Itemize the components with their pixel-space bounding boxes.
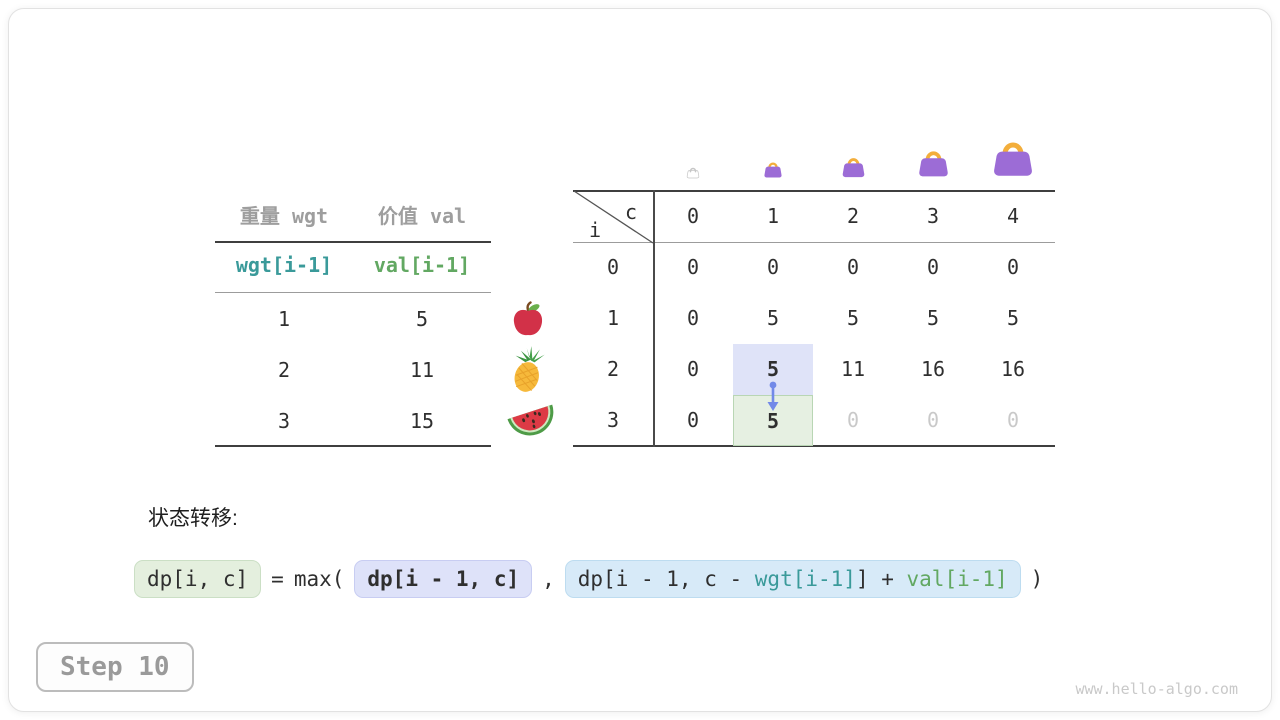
items-table: 重量 wgt 价值 val wgt[i-1] val[i-1] 1 5 2 11 3 15	[215, 196, 491, 448]
state-transition-label: 状态转移:	[148, 507, 238, 530]
dp-cell: 11	[840, 357, 866, 381]
dp-cell: 0	[686, 255, 700, 279]
divider	[215, 241, 491, 243]
col-var-label: c	[625, 200, 638, 224]
dp-col-header: 3	[926, 204, 940, 228]
divider	[215, 445, 491, 447]
wgt-code-label: wgt[i-1]	[235, 253, 333, 277]
item-value-cell: 15	[409, 409, 435, 433]
item-weight-cell: 2	[277, 358, 291, 382]
value-column-header: 价值 val	[377, 204, 467, 228]
bag-icon-1	[763, 160, 783, 179]
formula-segment: val[i-1]	[906, 567, 1008, 591]
formula-lhs: dp[i, c]	[134, 560, 262, 598]
divider	[215, 292, 491, 293]
dp-cell: 0	[766, 255, 780, 279]
apple-icon	[511, 301, 545, 337]
bag-icon-2	[841, 155, 866, 179]
dp-cell: 0	[1006, 255, 1020, 279]
step-badge: Step 10	[36, 642, 194, 692]
dp-cell: 5	[926, 306, 940, 330]
items-table-row: 2 11	[215, 345, 491, 396]
dp-cell: 5	[766, 306, 780, 330]
item-weight-cell: 3	[277, 409, 291, 433]
items-table-header: 重量 wgt 价值 val	[215, 196, 491, 241]
dp-cell: 16	[1000, 357, 1026, 381]
dp-col-header: 0	[686, 204, 700, 228]
corner-diagonal	[573, 190, 654, 244]
pineapple-icon	[505, 346, 549, 395]
val-code-label: val[i-1]	[373, 253, 471, 277]
dp-cell: 0	[686, 408, 700, 432]
dp-cell: 0	[846, 255, 860, 279]
dp-cell: 0	[846, 408, 860, 432]
item-weight-cell: 1	[277, 307, 291, 331]
formula-max-open: max(	[293, 567, 345, 591]
items-table-code-header: wgt[i-1] val[i-1]	[215, 243, 491, 291]
dp-col-header: 2	[846, 204, 860, 228]
divider	[573, 242, 1055, 243]
state-transition-formula: dp[i, c] = max( dp[i - 1, c] , dp[i - 1,…	[134, 560, 1043, 598]
dp-cell: 0	[926, 408, 940, 432]
divider	[653, 190, 655, 447]
dp-col-header: 1	[766, 204, 780, 228]
dp-cell: 0	[926, 255, 940, 279]
dp-cell: 0	[686, 357, 700, 381]
formula-comma: ,	[542, 567, 555, 591]
items-table-row: 3 15	[215, 396, 491, 447]
divider	[573, 445, 1055, 447]
formula-segment: dp[i - 1, c -	[577, 567, 755, 591]
formula-segment: ] +	[855, 567, 907, 591]
dp-row-header: 0	[606, 255, 620, 279]
dp-cell: 5	[1006, 306, 1020, 330]
dp-table: c i 0 1 2 3 4 0 1 2 3 0 0 0 0 0 0 5 5 5 5 0 5 11 16 16 0 5 0 0 0	[573, 190, 1055, 447]
divider	[573, 190, 1055, 192]
dp-cell: 0	[1006, 408, 1020, 432]
formula-arg1: dp[i - 1, c]	[354, 560, 533, 598]
formula-close-paren: )	[1030, 567, 1044, 591]
row-var-label: i	[589, 218, 602, 242]
bag-icon-3	[917, 147, 950, 179]
empty-bag-icon	[686, 166, 700, 179]
formula-segment: wgt[i-1]	[754, 567, 856, 591]
dp-cell: 0	[686, 306, 700, 330]
transition-arrow-icon	[767, 381, 779, 411]
dp-row-header: 2	[606, 357, 620, 381]
item-value-cell: 5	[415, 307, 429, 331]
watermark: www.hello-algo.com	[1075, 680, 1238, 698]
bag-icon-4	[991, 137, 1035, 179]
weight-column-header: 重量 wgt	[239, 204, 329, 228]
item-value-cell: 11	[409, 358, 435, 382]
formula-arg2: dp[i - 1, c - wgt[i-1]] + val[i-1]	[564, 560, 1021, 598]
dp-col-header: 4	[1006, 204, 1020, 228]
dp-cell: 5	[846, 306, 860, 330]
dp-row-header: 1	[606, 306, 620, 330]
watermelon-icon	[504, 394, 557, 439]
dp-cell: 16	[920, 357, 946, 381]
dp-row-header: 3	[606, 408, 620, 432]
formula-equals: =	[271, 567, 284, 591]
